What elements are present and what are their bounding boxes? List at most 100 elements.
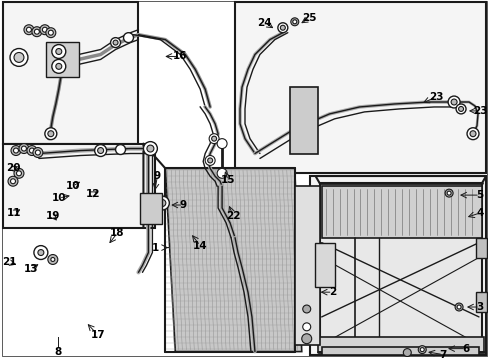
Circle shape [277,23,287,33]
Bar [3,2,138,144]
Text: 20: 20 [6,163,20,174]
Bar [319,183,481,352]
Circle shape [123,33,133,42]
Circle shape [52,59,66,73]
Bar [314,243,334,287]
Text: 23: 23 [428,92,443,102]
Bar [475,238,486,257]
Circle shape [46,28,56,38]
Circle shape [302,323,310,331]
Text: 18: 18 [110,228,124,238]
Bar [289,87,317,153]
Circle shape [19,144,29,153]
Circle shape [42,27,47,32]
Circle shape [34,246,48,260]
Circle shape [32,27,42,37]
Circle shape [14,53,24,62]
Circle shape [403,348,410,356]
Circle shape [446,191,450,195]
Text: 5: 5 [475,190,483,200]
Text: 10: 10 [65,181,80,191]
Circle shape [454,303,462,311]
Text: 12: 12 [85,189,100,199]
Bar [294,186,319,345]
Text: 21: 21 [2,257,16,267]
Bar [235,2,485,173]
Circle shape [34,29,40,34]
Circle shape [24,25,34,35]
Circle shape [292,20,296,24]
Text: 23: 23 [472,106,486,116]
Bar [309,176,485,355]
Text: 9: 9 [179,200,186,210]
Circle shape [458,107,463,111]
Circle shape [419,348,424,352]
Text: 7: 7 [439,350,446,360]
Circle shape [207,158,212,163]
Text: 4: 4 [475,208,483,218]
Circle shape [26,27,31,32]
Circle shape [35,150,41,155]
Circle shape [11,145,21,156]
Circle shape [301,334,311,344]
Text: 2: 2 [328,287,336,297]
Circle shape [113,40,118,45]
Text: 22: 22 [225,211,240,221]
Circle shape [38,249,44,256]
Circle shape [302,305,310,313]
Circle shape [10,179,16,184]
Text: 24: 24 [257,18,272,28]
Circle shape [115,145,125,154]
Text: 13: 13 [23,264,38,274]
Text: 3: 3 [475,302,483,312]
Circle shape [40,25,50,35]
Circle shape [48,30,53,35]
Circle shape [146,145,154,152]
Text: 25: 25 [302,13,316,23]
Circle shape [48,255,58,265]
Circle shape [17,171,21,176]
Circle shape [95,145,106,157]
Circle shape [469,131,475,137]
Bar [140,193,162,224]
Text: 8: 8 [54,347,61,357]
Circle shape [205,156,215,165]
Text: 11: 11 [7,208,21,218]
Circle shape [14,168,24,178]
Circle shape [10,49,28,66]
Circle shape [51,257,55,261]
Text: 17: 17 [90,330,105,340]
Text: 9: 9 [154,171,161,181]
Circle shape [455,104,465,114]
Circle shape [444,189,452,197]
Circle shape [217,139,226,149]
Circle shape [56,49,61,54]
Text: 1: 1 [151,243,159,253]
Circle shape [48,131,54,137]
Text: 6: 6 [462,343,468,354]
Circle shape [52,45,66,58]
Text: 10: 10 [51,193,66,203]
Circle shape [456,305,460,309]
Bar [321,186,481,238]
Text: 19: 19 [45,211,60,221]
Text: 15: 15 [221,175,235,185]
Bar [46,42,79,77]
Circle shape [110,38,120,48]
Circle shape [56,63,61,69]
Circle shape [45,128,57,140]
Circle shape [159,199,165,207]
Circle shape [447,96,459,108]
Circle shape [217,168,226,178]
Circle shape [450,99,456,105]
Circle shape [33,148,43,157]
Bar [321,347,478,355]
Circle shape [155,196,169,210]
Circle shape [280,25,285,30]
Circle shape [290,18,298,26]
Bar [3,144,155,228]
Circle shape [29,148,34,153]
Circle shape [21,146,26,151]
Text: 14: 14 [192,240,207,251]
Bar [317,337,483,352]
